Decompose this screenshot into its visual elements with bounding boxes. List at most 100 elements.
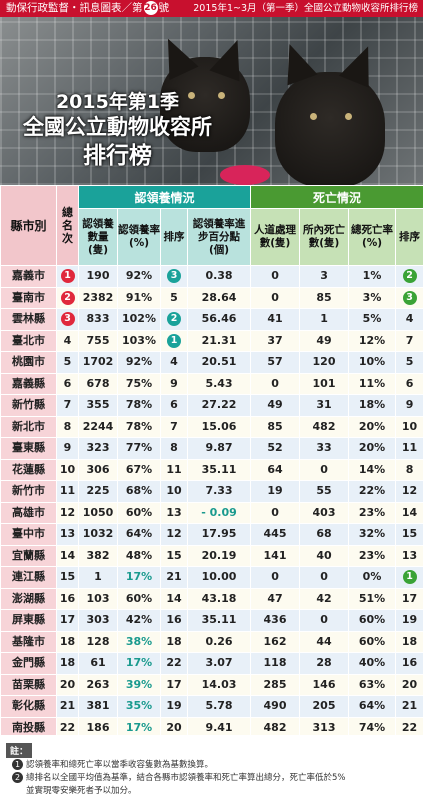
dog-illustration <box>160 57 250 152</box>
cell-value: 38% <box>125 634 153 648</box>
cell-value: 南投縣 <box>12 720 45 734</box>
city-cell: 嘉義縣 <box>0 372 57 395</box>
col-header-death-rate: 總死亡率(%) <box>348 208 397 266</box>
table-row: 桃園市 5 1702 92% 4 20.51 57 120 10% 5 <box>0 351 423 374</box>
shelter-death-cell: 0 <box>299 566 350 589</box>
adopt-count-cell: 355 <box>78 394 118 417</box>
shelter-death-cell: 33 <box>299 437 350 460</box>
adopt-rank-cell: 10 <box>160 480 188 503</box>
cell-value: 金門縣 <box>12 656 45 670</box>
cell-value: 55 <box>316 484 332 498</box>
overall-rank-cell: 12 <box>56 501 79 524</box>
cell-value: 雲林縣 <box>12 312 45 326</box>
group-header-adopt: 認領養情況 <box>77 185 252 209</box>
cell-value: 15 <box>59 570 76 584</box>
humane-count-cell: 41 <box>250 308 301 331</box>
cell-value: 19 <box>401 613 418 627</box>
cell-value: 7.33 <box>205 484 233 498</box>
cell-value: 10 <box>166 484 182 498</box>
progress-cell: 35.11 <box>186 609 252 632</box>
cell-value: 2382 <box>82 290 114 304</box>
overall-rank-cell: 17 <box>56 609 79 632</box>
cell-value: 44 <box>316 634 332 648</box>
cell-value: 18 <box>166 634 182 648</box>
cell-value: 9 <box>170 376 178 390</box>
cell-value: 49 <box>267 398 283 412</box>
death-rate-cell: 14% <box>348 458 397 481</box>
table-row: 雲林縣 3 833 102% 2 56.46 41 1 5% 4 <box>0 308 423 331</box>
city-cell: 彰化縣 <box>0 695 57 718</box>
cell-value: 78% <box>125 398 153 412</box>
col-header-city: 縣市別 <box>0 185 57 266</box>
cell-value: 14 <box>166 591 182 605</box>
adopt-rank-cell: 22 <box>160 652 188 675</box>
shelter-death-cell: 403 <box>299 501 350 524</box>
col-header-humane: 人道處理數(隻) <box>250 208 301 266</box>
cell-value: 0 <box>320 462 328 476</box>
footnotes: 註： 1 認領養率和總死亡率以當季收容隻數為基數換算。 2 總排名以全國平均值為基準… <box>0 735 423 800</box>
death-rate-cell: 51% <box>348 587 397 610</box>
progress-cell: 15.06 <box>186 415 252 438</box>
death-rank-cell: 17 <box>395 587 423 610</box>
humane-count-cell: 85 <box>250 415 301 438</box>
cell-value: 4 <box>170 355 178 369</box>
humane-count-cell: 0 <box>250 265 301 288</box>
cell-value: 306 <box>86 462 110 476</box>
death-rate-cell: 0% <box>348 566 397 589</box>
cell-value: 141 <box>263 548 287 562</box>
adopt-rate-cell: 60% <box>117 587 161 610</box>
cell-value: 20 <box>59 677 76 691</box>
cell-value: 162 <box>263 634 287 648</box>
cell-value: 7 <box>63 398 72 412</box>
cell-value: 18 <box>401 634 418 648</box>
cell-value: 13 <box>401 548 418 562</box>
shelter-death-cell: 101 <box>299 372 350 395</box>
cell-value: 0.38 <box>205 269 233 283</box>
cell-value: 0 <box>271 505 279 519</box>
progress-cell: 5.78 <box>186 695 252 718</box>
death-rate-cell: 63% <box>348 673 397 696</box>
cell-value: 13 <box>166 505 182 519</box>
cell-value: 屏東縣 <box>12 613 45 627</box>
cell-value: 12 <box>166 527 182 541</box>
cell-value: 高雄市 <box>12 505 45 519</box>
cell-value: 39% <box>125 677 153 691</box>
cell-value: 103% <box>122 333 156 347</box>
adopt-rank-cell: 21 <box>160 566 188 589</box>
cell-value: 67% <box>125 462 153 476</box>
city-cell: 新竹縣 <box>0 394 57 417</box>
cell-value: 482 <box>312 419 336 433</box>
shelter-death-cell: 28 <box>299 652 350 675</box>
cell-value: 22% <box>358 484 386 498</box>
col-header-adopt-rank: 排序 <box>160 208 188 266</box>
overall-rank-cell: 13 <box>56 523 79 546</box>
adopt-rate-cell: 39% <box>117 673 161 696</box>
overall-rank-cell: 18 <box>56 630 79 653</box>
overall-rank-cell: 3 <box>56 308 79 331</box>
cell-value: 28.64 <box>201 290 237 304</box>
adopt-rate-cell: 92% <box>117 265 161 288</box>
cell-value: 1% <box>362 269 382 283</box>
cell-value: 連江縣 <box>12 570 45 584</box>
adopt-rank-cell: 11 <box>160 458 188 481</box>
cell-value: 74% <box>358 720 386 734</box>
ranking-table: 縣市別 總名次 認領養情況 死亡情況 認領養數量(隻) 認領養率(%) 排序 認… <box>0 185 423 739</box>
death-rank-cell: 13 <box>395 544 423 567</box>
cell-value: 48% <box>125 548 153 562</box>
banner-subtitle: 2015年1~3月（第一季）全國公立動物收容所排行榜 <box>193 3 418 14</box>
cell-value: 6 <box>63 376 72 390</box>
progress-cell: 3.07 <box>186 652 252 675</box>
adopt-count-cell: 306 <box>78 458 118 481</box>
adopt-rank-cell: 12 <box>160 523 188 546</box>
cell-value: 23% <box>358 505 386 519</box>
cell-value: 9.41 <box>205 720 233 734</box>
cell-value: 16 <box>401 656 418 670</box>
overall-rank-cell: 11 <box>56 480 79 503</box>
shelter-death-cell: 85 <box>299 286 350 309</box>
rank-badge: 2 <box>167 312 181 327</box>
death-rank-cell: 11 <box>395 437 423 460</box>
cell-value: 102% <box>122 312 156 326</box>
cell-value: 15 <box>166 548 182 562</box>
adopt-rate-cell: 68% <box>117 480 161 503</box>
cell-value: 5.43 <box>205 376 233 390</box>
